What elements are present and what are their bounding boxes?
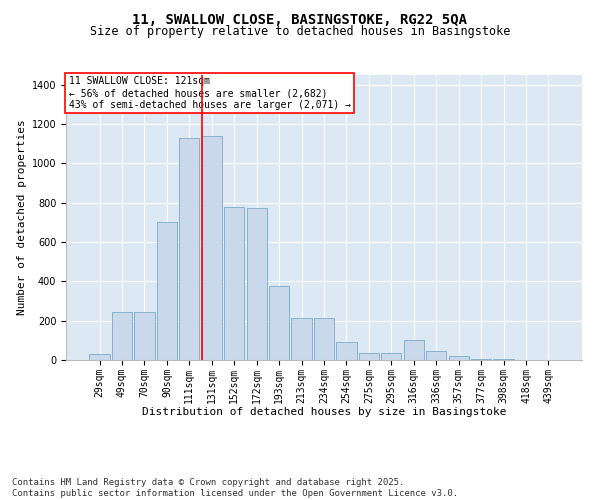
Bar — [269, 286, 289, 360]
Bar — [381, 353, 401, 360]
Text: Size of property relative to detached houses in Basingstoke: Size of property relative to detached ho… — [90, 25, 510, 38]
Bar — [404, 340, 424, 360]
Bar — [471, 359, 491, 360]
Bar — [179, 138, 199, 360]
Bar — [337, 342, 356, 360]
Bar — [112, 312, 132, 360]
Bar — [359, 353, 379, 360]
Bar — [292, 318, 311, 360]
Bar — [89, 354, 110, 360]
Bar — [314, 318, 334, 360]
Bar — [493, 359, 514, 360]
Text: 11 SWALLOW CLOSE: 121sqm
← 56% of detached houses are smaller (2,682)
43% of sem: 11 SWALLOW CLOSE: 121sqm ← 56% of detach… — [68, 76, 350, 110]
Bar — [449, 356, 469, 360]
Bar — [247, 208, 267, 360]
Bar — [224, 206, 244, 360]
Bar — [202, 136, 222, 360]
Bar — [157, 222, 177, 360]
Text: Contains HM Land Registry data © Crown copyright and database right 2025.
Contai: Contains HM Land Registry data © Crown c… — [12, 478, 458, 498]
X-axis label: Distribution of detached houses by size in Basingstoke: Distribution of detached houses by size … — [142, 407, 506, 417]
Bar — [134, 312, 155, 360]
Text: 11, SWALLOW CLOSE, BASINGSTOKE, RG22 5QA: 11, SWALLOW CLOSE, BASINGSTOKE, RG22 5QA — [133, 12, 467, 26]
Y-axis label: Number of detached properties: Number of detached properties — [17, 120, 28, 316]
Bar — [426, 350, 446, 360]
